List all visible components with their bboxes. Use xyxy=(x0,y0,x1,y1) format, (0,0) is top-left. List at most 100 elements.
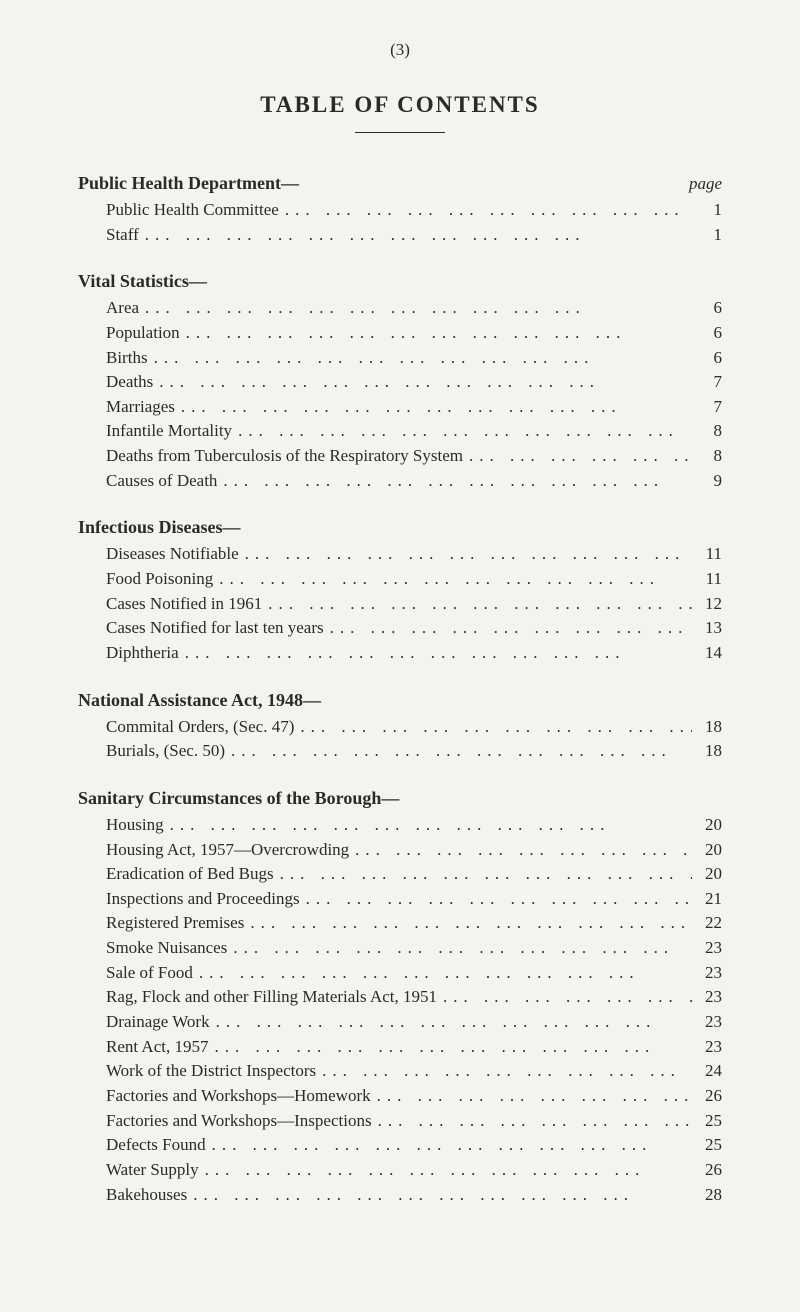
section-header: Public Health Department— xyxy=(78,173,299,194)
toc-line: Housing... ... ... ... ... ... ... ... .… xyxy=(78,813,722,838)
toc-item-page: 28 xyxy=(698,1183,722,1208)
toc-item-page: 18 xyxy=(698,739,722,764)
toc-item-page: 14 xyxy=(698,641,722,666)
toc-item-page: 26 xyxy=(698,1084,722,1109)
toc-dots-leader: ... ... ... ... ... ... ... ... ... ... … xyxy=(378,1109,692,1134)
section-header-row: Public Health Department— page xyxy=(78,173,722,194)
toc-line: Water Supply... ... ... ... ... ... ... … xyxy=(78,1158,722,1183)
toc-item-page: 25 xyxy=(698,1109,722,1134)
toc-item-label: Staff xyxy=(106,223,139,248)
toc-item-label: Public Health Committee xyxy=(106,198,279,223)
toc-dots-leader: ... ... ... ... ... ... ... ... ... ... … xyxy=(145,296,692,321)
toc-section: National Assistance Act, 1948— Commital O… xyxy=(78,690,722,764)
toc-item-page: 6 xyxy=(698,321,722,346)
toc-line: Staff... ... ... ... ... ... ... ... ...… xyxy=(78,223,722,248)
document-title: TABLE OF CONTENTS xyxy=(78,92,722,118)
toc-item-label: Area xyxy=(106,296,139,321)
toc-line: Burials, (Sec. 50)... ... ... ... ... ..… xyxy=(78,739,722,764)
toc-line: Defects Found... ... ... ... ... ... ...… xyxy=(78,1133,722,1158)
toc-item-page: 6 xyxy=(698,296,722,321)
toc-item-page: 20 xyxy=(698,838,722,863)
toc-line: Food Poisoning... ... ... ... ... ... ..… xyxy=(78,567,722,592)
toc-item-label: Commital Orders, (Sec. 47) xyxy=(106,715,294,740)
toc-item-page: 11 xyxy=(698,542,722,567)
toc-line: Diphtheria... ... ... ... ... ... ... ..… xyxy=(78,641,722,666)
toc-item-label: Registered Premises xyxy=(106,911,244,936)
toc-item-label: Cases Notified for last ten years xyxy=(106,616,324,641)
section-header: Infectious Diseases— xyxy=(78,517,241,538)
toc-item-label: Cases Notified in 1961 xyxy=(106,592,262,617)
toc-dots-leader: ... ... ... ... ... ... ... ... ... ... … xyxy=(330,616,692,641)
toc-item-label: Diphtheria xyxy=(106,641,179,666)
toc-line: Population... ... ... ... ... ... ... ..… xyxy=(78,321,722,346)
toc-item-page: 20 xyxy=(698,862,722,887)
section-header: National Assistance Act, 1948— xyxy=(78,690,321,711)
toc-item-page: 23 xyxy=(698,985,722,1010)
toc-item-page: 9 xyxy=(698,469,722,494)
toc-dots-leader: ... ... ... ... ... ... ... ... ... ... … xyxy=(268,592,692,617)
toc-item-label: Drainage Work xyxy=(106,1010,210,1035)
toc-line: Sale of Food... ... ... ... ... ... ... … xyxy=(78,961,722,986)
toc-item-page: 8 xyxy=(698,444,722,469)
toc-line: Cases Notified in 1961... ... ... ... ..… xyxy=(78,592,722,617)
toc-section: Vital Statistics—Area... ... ... ... ...… xyxy=(78,271,722,493)
toc-line: Diseases Notifiable... ... ... ... ... .… xyxy=(78,542,722,567)
toc-item-label: Inspections and Proceedings xyxy=(106,887,300,912)
toc-dots-leader: ... ... ... ... ... ... ... ... ... ... … xyxy=(233,936,692,961)
page-column-label: page xyxy=(689,174,722,194)
toc-dots-leader: ... ... ... ... ... ... ... ... ... ... … xyxy=(186,321,692,346)
toc-line: Infantile Mortality... ... ... ... ... .… xyxy=(78,419,722,444)
toc-dots-leader: ... ... ... ... ... ... ... ... ... ... … xyxy=(469,444,692,469)
toc-item-label: Defects Found xyxy=(106,1133,206,1158)
toc-item-label: Sale of Food xyxy=(106,961,193,986)
toc-section: Infectious Diseases— Diseases Notifiable.… xyxy=(78,517,722,665)
toc-dots-leader: ... ... ... ... ... ... ... ... ... ... … xyxy=(205,1158,692,1183)
toc-item-page: 1 xyxy=(698,223,722,248)
toc-line: Work of the District Inspectors... ... .… xyxy=(78,1059,722,1084)
toc-line: Public Health Committee... ... ... ... .… xyxy=(78,198,722,223)
toc-dots-leader: ... ... ... ... ... ... ... ... ... ... … xyxy=(154,346,692,371)
toc-line: Births... ... ... ... ... ... ... ... ..… xyxy=(78,346,722,371)
toc-line: Eradication of Bed Bugs... ... ... ... .… xyxy=(78,862,722,887)
toc-line: Housing Act, 1957—Overcrowding... ... ..… xyxy=(78,838,722,863)
toc-dots-leader: ... ... ... ... ... ... ... ... ... ... … xyxy=(231,739,692,764)
toc-item-label: Housing xyxy=(106,813,164,838)
toc-dots-leader: ... ... ... ... ... ... ... ... ... ... … xyxy=(170,813,692,838)
section-header-row: Vital Statistics— xyxy=(78,271,722,292)
toc-line: Factories and Workshops—Inspections... .… xyxy=(78,1109,722,1134)
toc-item-label: Infantile Mortality xyxy=(106,419,232,444)
section-header-row: Infectious Diseases— xyxy=(78,517,722,538)
toc-item-label: Water Supply xyxy=(106,1158,199,1183)
toc-line: Deaths... ... ... ... ... ... ... ... ..… xyxy=(78,370,722,395)
toc-line: Inspections and Proceedings... ... ... .… xyxy=(78,887,722,912)
toc-item-label: Work of the District Inspectors xyxy=(106,1059,316,1084)
toc-item-page: 7 xyxy=(698,370,722,395)
toc-dots-leader: ... ... ... ... ... ... ... ... ... ... … xyxy=(199,961,692,986)
toc-item-page: 22 xyxy=(698,911,722,936)
toc-item-label: Burials, (Sec. 50) xyxy=(106,739,225,764)
toc-item-page: 20 xyxy=(698,813,722,838)
toc-section: Sanitary Circumstances of the Borough—Ho… xyxy=(78,788,722,1207)
section-header-row: National Assistance Act, 1948— xyxy=(78,690,722,711)
table-of-contents: Public Health Department—pagePublic Heal… xyxy=(78,173,722,1207)
toc-dots-leader: ... ... ... ... ... ... ... ... ... ... … xyxy=(285,198,692,223)
toc-item-page: 6 xyxy=(698,346,722,371)
toc-dots-leader: ... ... ... ... ... ... ... ... ... ... … xyxy=(193,1183,692,1208)
toc-line: Smoke Nuisances... ... ... ... ... ... .… xyxy=(78,936,722,961)
toc-item-label: Deaths from Tuberculosis of the Respirat… xyxy=(106,444,463,469)
toc-item-label: Housing Act, 1957—Overcrowding xyxy=(106,838,349,863)
toc-item-page: 18 xyxy=(698,715,722,740)
toc-line: Area... ... ... ... ... ... ... ... ... … xyxy=(78,296,722,321)
toc-item-page: 1 xyxy=(698,198,722,223)
toc-item-page: 11 xyxy=(698,567,722,592)
toc-item-page: 12 xyxy=(698,592,722,617)
toc-dots-leader: ... ... ... ... ... ... ... ... ... ... … xyxy=(245,542,692,567)
toc-item-label: Eradication of Bed Bugs xyxy=(106,862,274,887)
toc-dots-leader: ... ... ... ... ... ... ... ... ... ... … xyxy=(238,419,692,444)
toc-line: Rent Act, 1957... ... ... ... ... ... ..… xyxy=(78,1035,722,1060)
toc-item-page: 25 xyxy=(698,1133,722,1158)
toc-line: Cases Notified for last ten years... ...… xyxy=(78,616,722,641)
toc-dots-leader: ... ... ... ... ... ... ... ... ... ... … xyxy=(185,641,692,666)
toc-item-label: Births xyxy=(106,346,148,371)
toc-dots-leader: ... ... ... ... ... ... ... ... ... ... … xyxy=(250,911,692,936)
